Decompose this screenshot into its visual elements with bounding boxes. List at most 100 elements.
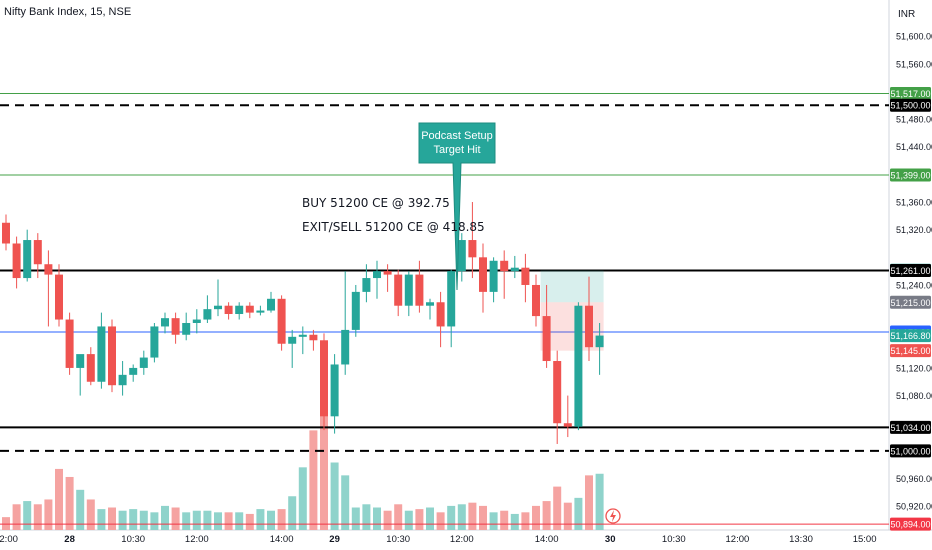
volume-bar — [182, 512, 191, 530]
volume-bar — [500, 510, 509, 530]
time-axis: 12:00 28 10:30 12:00 14:00 29 10:30 12:00 14:00 3… — [0, 534, 876, 545]
candle-body — [320, 340, 328, 417]
candle-body — [2, 222, 10, 244]
price-tag-label: 51,166.80 — [890, 331, 930, 341]
price-tags: 51,517.0051,500.0051,399.0051,261.3551,2… — [890, 86, 931, 531]
volume-bar — [426, 507, 434, 530]
price-tag-box — [890, 444, 931, 458]
time-tick-label: 12:00 — [0, 534, 18, 545]
candle-body — [192, 319, 201, 323]
volume-bar — [288, 496, 297, 530]
volume-bar — [362, 504, 371, 530]
candle-body — [44, 264, 53, 275]
price-tag-box — [890, 86, 931, 100]
volume-bar — [563, 502, 572, 530]
price-tick-label: 51,320.00 — [896, 225, 932, 235]
price-tag-label: 51,261.00 — [890, 266, 930, 276]
candle-body — [563, 423, 572, 427]
volume-bar — [256, 509, 265, 530]
price-axis: 51,600.00 51,560.00 51,480.00 51,440.00 51,3… — [896, 32, 932, 512]
volume-bar — [108, 507, 116, 530]
volume-bar — [373, 507, 381, 530]
callout: Podcast Setup Target Hit — [418, 122, 496, 291]
volume-bar — [150, 512, 159, 530]
candle-body — [76, 354, 85, 368]
price-tag-box — [890, 344, 931, 358]
candle-body — [86, 354, 95, 382]
volume-bar — [245, 513, 254, 530]
volume-bar — [171, 507, 180, 530]
candle-body — [245, 305, 254, 313]
candle-body — [383, 271, 392, 275]
price-tag-box — [890, 295, 931, 309]
price-tick-label: 50,920.00 — [896, 502, 932, 512]
price-level-lines — [0, 92, 889, 525]
price-tag-label: 51,034.00 — [890, 423, 930, 433]
candle-body — [341, 329, 350, 365]
volume-bar — [404, 510, 413, 530]
volume-bar — [298, 467, 307, 530]
candles-layer — [2, 202, 604, 444]
price-tick-label: 51,560.00 — [896, 59, 932, 69]
candle-body — [394, 274, 403, 306]
candle-body — [574, 305, 583, 427]
currency-label: INR — [898, 9, 916, 20]
volume-bar — [415, 509, 424, 530]
volume-bar — [595, 473, 604, 530]
candle-body — [256, 310, 265, 313]
candle-body — [362, 278, 371, 292]
price-tag-label: 51,399.00 — [890, 171, 930, 181]
price-tag-label: 50,894.00 — [890, 520, 930, 530]
price-tag-box — [890, 168, 931, 182]
time-tick-label: 13:30 — [789, 534, 813, 545]
candle-body — [277, 298, 286, 344]
price-tag-label: 51,517.00 — [890, 89, 930, 99]
volume-bar — [521, 512, 530, 530]
time-tick-label: 29 — [329, 534, 340, 545]
candle-body — [415, 274, 424, 306]
volume-bar — [436, 512, 445, 530]
callout-line1: Podcast Setup — [421, 130, 493, 142]
volume-bar — [457, 504, 466, 530]
candle-body — [150, 326, 159, 358]
time-tick-label: 28 — [64, 534, 75, 545]
volume-bar — [277, 509, 286, 530]
price-tag-box — [890, 263, 931, 277]
volume-bar — [447, 505, 456, 530]
buy-annotation: BUY 51200 CE @ 392.75 — [302, 196, 450, 210]
lightning-icon[interactable] — [605, 508, 621, 524]
candle-body — [510, 267, 519, 272]
candle-body — [426, 302, 434, 306]
time-tick-label: 10:30 — [386, 534, 410, 545]
candle-body — [235, 305, 244, 315]
candle-body — [585, 305, 593, 348]
volume-bar — [44, 499, 53, 530]
candle-body — [468, 240, 477, 258]
volume-bar — [139, 510, 148, 530]
candle-body — [532, 284, 540, 317]
candle-body — [500, 260, 509, 272]
candle-body — [139, 357, 148, 368]
candle-body — [595, 335, 604, 348]
volume-bar — [2, 517, 10, 530]
candle-body — [97, 326, 106, 382]
candle-body — [479, 257, 487, 292]
time-tick-label: 15:00 — [853, 534, 877, 545]
volume-bar — [192, 510, 201, 530]
callout-balloon — [418, 122, 496, 291]
price-tag-box — [890, 98, 931, 112]
price-tick-label: 51,120.00 — [896, 363, 932, 373]
volume-bar — [86, 499, 95, 530]
volume-layer — [2, 395, 604, 530]
volume-bar — [97, 509, 106, 530]
time-tick-label: 12:00 — [185, 534, 209, 545]
time-tick-label: 12:00 — [450, 534, 474, 545]
volume-bar — [468, 502, 477, 530]
volume-bar — [383, 510, 392, 530]
price-tick-label: 51,600.00 — [896, 32, 932, 42]
volume-bar — [394, 504, 403, 530]
price-tick-label: 51,360.00 — [896, 198, 932, 208]
candle-body — [214, 305, 222, 310]
